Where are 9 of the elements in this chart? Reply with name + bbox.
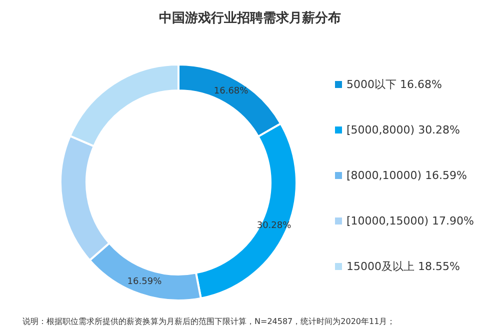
text: 说明：根据职位需求所提供的薪资换算为月薪后的范围下限计算，N=24587，统计时间为2020年11月； (22, 317, 396, 326)
chart-title: 中国游戏行业招聘需求月薪分布 (159, 10, 341, 26)
legend-label: 5000以下 16.68% (346, 78, 442, 91)
data-label: 16.59% (127, 276, 162, 287)
legend-label: 15000及以上 18.55% (346, 260, 460, 273)
legend-label: [8000,10000) 16.59% (346, 169, 468, 182)
data-label: 16.68% (214, 86, 249, 97)
legend-label: [5000,8000) 30.28% (346, 124, 460, 136)
legend-label: [10000,15000) 17.90% (346, 214, 474, 228)
